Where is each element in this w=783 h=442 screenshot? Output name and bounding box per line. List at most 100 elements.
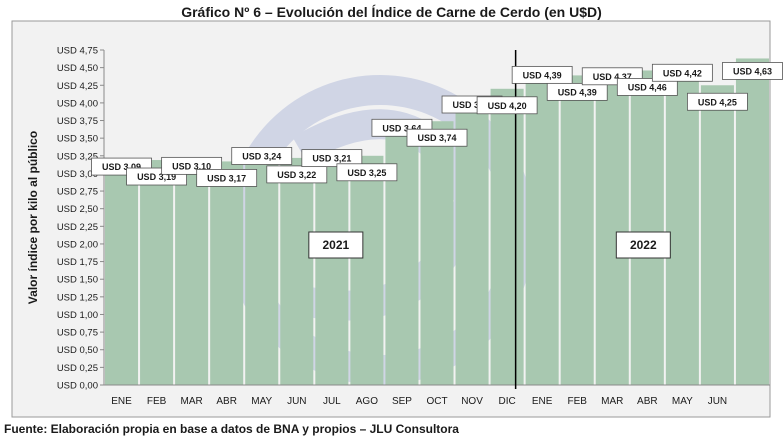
data-label-text: USD 3,10 bbox=[172, 161, 211, 171]
y-tick-label: USD 1,25 bbox=[57, 292, 98, 303]
data-label-text: USD 3,24 bbox=[242, 151, 281, 161]
bar-13 bbox=[525, 75, 559, 386]
data-label-16: USD 4,46 bbox=[616, 78, 678, 96]
data-label-box bbox=[301, 149, 363, 168]
y-tick-label: USD 0,75 bbox=[57, 328, 98, 339]
y-tick-label: USD 0,25 bbox=[57, 363, 98, 374]
bar-6 bbox=[280, 157, 314, 385]
data-label-text: USD 3,21 bbox=[312, 154, 351, 164]
data-label-text: USD 3,22 bbox=[277, 170, 316, 180]
data-label-text: USD 4,63 bbox=[733, 66, 772, 76]
data-label-5: USD 3,24 bbox=[231, 147, 293, 165]
y-tick-label: USD 2,25 bbox=[57, 222, 98, 233]
y-tick-label: USD 3,00 bbox=[57, 169, 98, 180]
x-tick-label: JUN bbox=[708, 396, 727, 407]
bar-1 bbox=[105, 167, 139, 385]
data-label-14: USD 4,39 bbox=[546, 82, 608, 101]
y-tick-label: USD 2,50 bbox=[57, 204, 98, 215]
y-tick-label: USD 1,75 bbox=[57, 257, 98, 268]
y-tick-label: USD 4,25 bbox=[57, 81, 98, 92]
year-label-text: 2021 bbox=[322, 238, 349, 252]
bar-11 bbox=[455, 105, 489, 385]
data-label-7: USD 3,21 bbox=[301, 149, 363, 168]
y-tick-label: USD 2,75 bbox=[57, 187, 98, 198]
x-tick-label: JUN bbox=[287, 396, 306, 407]
data-label-text: USD 4,42 bbox=[663, 68, 702, 78]
x-tick-label: JUL bbox=[323, 396, 341, 407]
bar-12 bbox=[490, 88, 524, 385]
source-note: Fuente: Elaboración propia en base a dat… bbox=[4, 422, 459, 436]
data-label-text: USD 4,25 bbox=[698, 97, 737, 107]
x-tick-label: NOV bbox=[461, 396, 483, 407]
year-label-box bbox=[308, 231, 364, 259]
year-label-2022: 2022 bbox=[615, 231, 671, 259]
bar-7 bbox=[315, 158, 349, 385]
x-tick-label: FEB bbox=[567, 396, 587, 407]
x-tick-label: ENE bbox=[111, 396, 132, 407]
data-label-box bbox=[616, 78, 678, 96]
data-label-box bbox=[196, 169, 258, 187]
chart-title: Gráfico Nº 6 – Evolución del Índice de C… bbox=[181, 4, 602, 20]
bar-15 bbox=[595, 76, 629, 386]
y-tick-label: USD 4,50 bbox=[57, 63, 98, 74]
data-label-10: USD 3,74 bbox=[406, 128, 468, 147]
y-tick-label: USD 4,00 bbox=[57, 98, 98, 109]
data-label-box bbox=[722, 62, 783, 80]
data-label-box bbox=[336, 163, 398, 182]
data-label-4: USD 3,17 bbox=[196, 169, 258, 187]
x-tick-label: ENE bbox=[532, 396, 553, 407]
y-tick-label: USD 3,75 bbox=[57, 116, 98, 127]
data-label-text: USD 4,39 bbox=[523, 70, 562, 80]
data-label-text: USD 3,19 bbox=[137, 172, 176, 182]
bar-8 bbox=[350, 155, 384, 385]
bar-2 bbox=[140, 160, 174, 385]
y-axis-label: Valor índice por kilo al público bbox=[26, 131, 40, 304]
data-label-8: USD 3,25 bbox=[336, 163, 398, 182]
data-label-box bbox=[476, 96, 538, 115]
x-tick-label: DIC bbox=[498, 396, 515, 407]
data-label-box bbox=[511, 65, 573, 84]
data-label-box bbox=[406, 128, 468, 147]
data-label-box bbox=[651, 63, 713, 82]
data-label-text: USD 4,20 bbox=[488, 101, 527, 111]
data-label-text: USD 4,37 bbox=[593, 72, 632, 82]
y-tick-label: USD 1,00 bbox=[57, 310, 98, 321]
x-tick-label: ABR bbox=[216, 396, 237, 407]
bar-18 bbox=[700, 85, 734, 386]
year-label-text: 2022 bbox=[630, 238, 657, 252]
data-label-text: USD 3,17 bbox=[207, 173, 246, 183]
x-tick-label: MAR bbox=[601, 396, 623, 407]
data-label-text: USD 4,39 bbox=[558, 87, 597, 97]
y-tick-label: USD 1,50 bbox=[57, 275, 98, 286]
data-label-18: USD 4,25 bbox=[687, 92, 748, 111]
y-tick-label: USD 3,50 bbox=[57, 134, 98, 145]
x-tick-label: AGO bbox=[356, 396, 378, 407]
data-label-box bbox=[687, 92, 748, 111]
x-tick-label: SEP bbox=[392, 396, 412, 407]
data-label-17: USD 4,42 bbox=[651, 63, 713, 82]
data-label-text: USD 3,09 bbox=[102, 162, 141, 172]
x-tick-label: FEB bbox=[147, 396, 167, 407]
bar-16 bbox=[630, 70, 664, 385]
y-tick-label: USD 4,75 bbox=[57, 46, 98, 57]
x-tick-label: MAR bbox=[181, 396, 203, 407]
year-label-2021: 2021 bbox=[308, 231, 364, 259]
x-tick-label: MAY bbox=[672, 396, 693, 407]
year-label-box bbox=[615, 231, 671, 259]
x-tick-label: ABR bbox=[637, 396, 658, 407]
data-label-text: USD 3,97 bbox=[453, 100, 492, 110]
data-label-box bbox=[231, 147, 293, 165]
bar-3 bbox=[175, 166, 209, 385]
data-label-12: USD 4,20 bbox=[476, 96, 538, 115]
bar-17 bbox=[665, 73, 699, 385]
data-label-19: USD 4,63 bbox=[722, 62, 783, 80]
data-label-13: USD 4,39 bbox=[511, 65, 573, 84]
bar-10 bbox=[420, 121, 454, 386]
y-tick-label: USD 0,50 bbox=[57, 345, 98, 356]
y-tick-label: USD 3,25 bbox=[57, 151, 98, 162]
data-label-box bbox=[266, 165, 328, 184]
bar-14 bbox=[560, 75, 594, 386]
x-tick-label: OCT bbox=[426, 396, 447, 407]
y-tick-label: USD 2,00 bbox=[57, 239, 98, 250]
bar-5 bbox=[245, 156, 279, 385]
